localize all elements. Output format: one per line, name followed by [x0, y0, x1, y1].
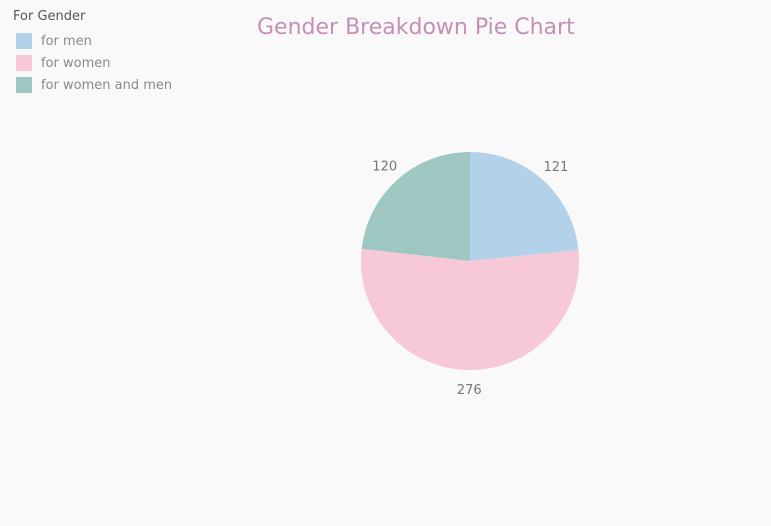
- legend-item-for-men[interactable]: for men: [13, 30, 172, 52]
- legend-swatch-for-men: [16, 33, 32, 49]
- legend-item-for-women-and-men[interactable]: for women and men: [13, 74, 172, 96]
- pie-slice-for-women[interactable]: [360, 248, 579, 370]
- pie-slice-for-women-and-men[interactable]: [361, 152, 470, 261]
- legend-item-for-women[interactable]: for women: [13, 52, 172, 74]
- legend-swatch-for-women-and-men: [16, 77, 32, 93]
- pie-slice-for-men[interactable]: [470, 152, 579, 261]
- chart-title: Gender Breakdown Pie Chart: [257, 15, 575, 40]
- legend: For Gender for men for women for women a…: [13, 9, 172, 96]
- legend-swatch-for-women: [16, 55, 32, 71]
- legend-label-for-women-and-men: for women and men: [41, 77, 173, 93]
- legend-label-for-women: for women: [41, 55, 111, 71]
- pie-slices: [360, 152, 579, 370]
- pie-data-labels: 121 276 120: [372, 160, 568, 398]
- data-label-for-women-and-men: 120: [372, 160, 397, 175]
- data-label-for-men: 121: [543, 160, 568, 175]
- legend-label-for-men: for men: [41, 33, 92, 49]
- legend-title: For Gender: [13, 9, 86, 24]
- data-label-for-women: 276: [457, 383, 482, 398]
